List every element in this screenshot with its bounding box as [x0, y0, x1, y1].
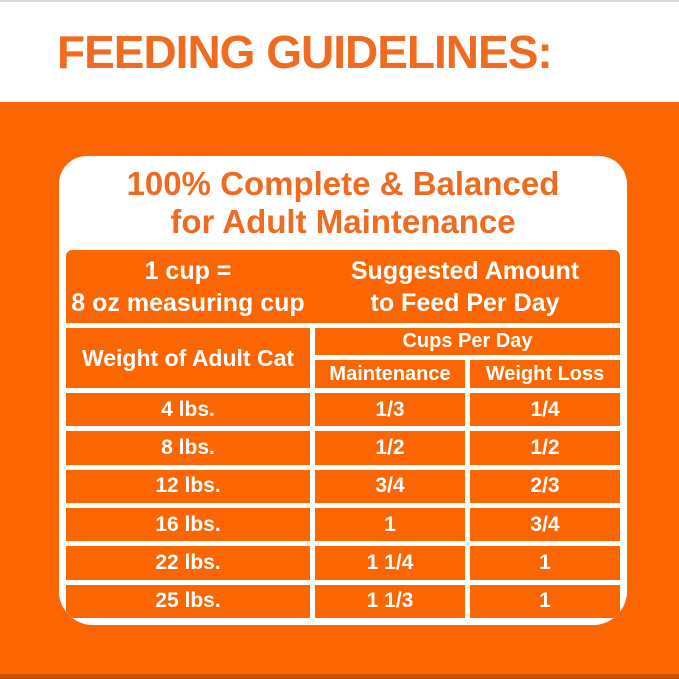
table-row: 16 lbs. 1 3/4 — [66, 507, 620, 542]
table-row: 25 lbs. 1 1/3 1 — [66, 584, 620, 618]
maintenance-cell: 1 — [315, 507, 465, 542]
weight-cell: 25 lbs. — [66, 584, 310, 618]
page-title: FEEDING GUIDELINES: — [57, 26, 553, 78]
cup-note-text: 1 cup = 8 oz measuring cup — [71, 256, 305, 317]
table-row: 4 lbs. 1/3 1/4 — [66, 393, 620, 427]
maintenance-cell: 1/3 — [315, 393, 465, 427]
weight-cell: 4 lbs. — [66, 393, 310, 427]
weight-loss-header: Weight Loss — [470, 360, 620, 388]
suggested-amount-text: Suggested Amount to Feed Per Day — [350, 256, 580, 317]
suggested-amount-cell: Suggested Amount to Feed Per Day — [310, 250, 620, 323]
maintenance-cell: 1 1/4 — [315, 546, 465, 580]
feeding-table: 1 cup = 8 oz measuring cup Suggested Amo… — [59, 250, 627, 625]
header-band: FEEDING GUIDELINES: — [0, 2, 679, 102]
weight-cell: 22 lbs. — [66, 546, 310, 580]
weight-loss-cell: 3/4 — [470, 507, 620, 542]
column-headers-row: Weight of Adult Cat Cups Per Day Mainten… — [66, 328, 620, 388]
maintenance-cell: 1/2 — [315, 431, 465, 465]
weight-cell: 16 lbs. — [66, 507, 310, 542]
table-row: 22 lbs. 1 1/4 1 — [66, 546, 620, 580]
weight-of-adult-cat-header: Weight of Adult Cat — [66, 328, 310, 388]
weight-cell: 12 lbs. — [66, 469, 310, 503]
guidelines-panel: 100% Complete & Balanced for Adult Maint… — [59, 156, 627, 625]
cup-note-cell: 1 cup = 8 oz measuring cup — [66, 250, 310, 323]
weight-cell: 8 lbs. — [66, 431, 310, 465]
maintenance-cell: 3/4 — [315, 469, 465, 503]
table-row: 12 lbs. 3/4 2/3 — [66, 469, 620, 503]
weight-loss-cell: 1 — [470, 546, 620, 580]
maintenance-header: Maintenance — [315, 360, 465, 388]
weight-loss-cell: 2/3 — [470, 469, 620, 503]
units-row: 1 cup = 8 oz measuring cup Suggested Amo… — [66, 250, 620, 323]
cups-per-day-header: Cups Per Day — [315, 328, 620, 355]
maintenance-cell: 1 1/3 — [315, 584, 465, 618]
weight-loss-cell: 1/4 — [470, 393, 620, 427]
weight-loss-cell: 1 — [470, 584, 620, 618]
sub-column-headers: Maintenance Weight Loss — [315, 360, 620, 388]
weight-loss-cell: 1/2 — [470, 431, 620, 465]
bottom-edge-shadow — [0, 674, 679, 679]
panel-heading: 100% Complete & Balanced for Adult Maint… — [126, 165, 560, 240]
table-row: 8 lbs. 1/2 1/2 — [66, 431, 620, 465]
top-edge-line — [0, 0, 679, 2]
cups-per-day-header-group: Cups Per Day Maintenance Weight Loss — [315, 328, 620, 388]
